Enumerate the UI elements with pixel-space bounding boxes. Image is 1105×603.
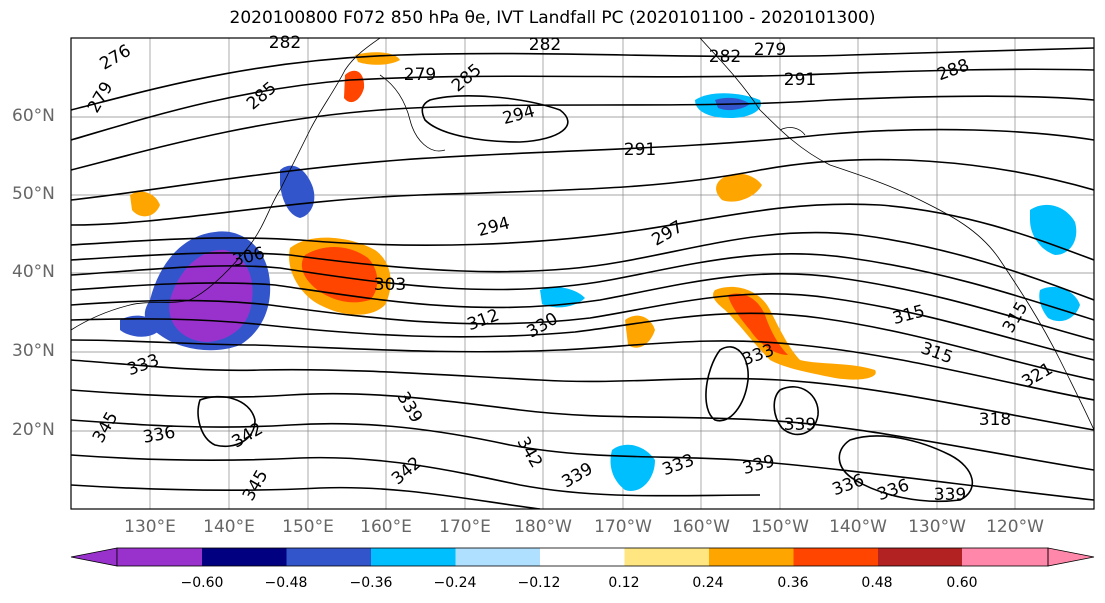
contour-label: 339 [934, 485, 966, 505]
lat-label-30: 30°N [12, 341, 55, 361]
positive-anomaly-east-core [728, 293, 788, 355]
colorbar-tick: 0.60 [946, 575, 978, 591]
colorbar-segment [117, 548, 202, 566]
colorbar-tick: 0.36 [777, 575, 809, 591]
coastlines [71, 38, 1094, 431]
colorbar-tick: −0.36 [349, 575, 393, 591]
colorbar-tick: 0.24 [692, 575, 724, 591]
contour-label: 279 [404, 65, 436, 85]
lon-label-130e: 130°E [124, 517, 176, 537]
contour-label: 291 [624, 140, 656, 160]
lon-label-150e: 150°E [282, 517, 334, 537]
colorbar-segment [793, 548, 878, 566]
colorbar-tick: −0.48 [264, 575, 308, 591]
colorbar-tick: −0.12 [517, 575, 561, 591]
colorbar-segment [286, 548, 371, 566]
lon-label-160w: 160°W [672, 517, 730, 537]
colorbar-segment [709, 548, 794, 566]
colorbar [70, 547, 1095, 567]
colorbar-tick: 0.48 [861, 575, 893, 591]
lon-label-180w: 180°W [514, 517, 572, 537]
lon-label-120w: 120°W [986, 517, 1044, 537]
colorbar-arrow-right [1047, 547, 1095, 567]
positive-anomaly-northwest-core [301, 247, 378, 303]
positive-anomaly-west-edge [130, 191, 160, 217]
gridlines [71, 38, 1094, 509]
colorbar-segment [624, 548, 709, 566]
colorbar-segment [202, 548, 287, 566]
colorbar-tick: −0.24 [433, 575, 477, 591]
colorbar-segment [455, 548, 540, 566]
colorbar-tick: −0.60 [180, 575, 224, 591]
theta-e-contours [71, 47, 1094, 509]
colorbar-arrow-left [70, 547, 118, 567]
positive-anomaly-gulf [716, 173, 762, 202]
contour-label: 303 [374, 275, 406, 295]
lat-label-60: 60°N [12, 106, 55, 126]
contour-label: 282 [269, 33, 301, 53]
contour-label: 318 [979, 410, 1011, 430]
lon-label-160e: 160°E [360, 517, 412, 537]
lat-label-40: 40°N [12, 262, 55, 282]
lon-label-130w: 130°W [908, 517, 966, 537]
lon-label-150w: 150°W [751, 517, 809, 537]
contour-label: 339 [784, 415, 816, 435]
contour-label: 279 [754, 40, 786, 60]
negative-anomaly-tail [120, 315, 160, 337]
lat-label-20: 20°N [12, 420, 55, 440]
lon-label-170w: 170°W [594, 517, 652, 537]
colorbar-segment [878, 548, 963, 566]
colorbar-segment [371, 548, 456, 566]
positive-anomaly-arctic [344, 70, 365, 103]
contour-label: 282 [709, 47, 741, 67]
contour-label: 282 [529, 35, 561, 55]
map-title: 2020100800 F072 850 hPa θe, IVT Landfall… [229, 8, 876, 28]
lon-label-140w: 140°W [829, 517, 887, 537]
lon-label-170e: 170°E [439, 517, 491, 537]
negative-anomaly-canada [1030, 204, 1077, 255]
lon-label-140e: 140°E [203, 517, 255, 537]
lat-label-50: 50°N [12, 184, 55, 204]
colorbar-border [116, 547, 1049, 567]
colorbar-segment [540, 548, 625, 566]
negative-anomaly-north-pacific [540, 287, 585, 308]
colorbar-tick: 0.12 [608, 575, 640, 591]
map-frame [70, 37, 1095, 510]
contour-label: 291 [784, 70, 816, 90]
colorbar-segment [962, 548, 1048, 566]
